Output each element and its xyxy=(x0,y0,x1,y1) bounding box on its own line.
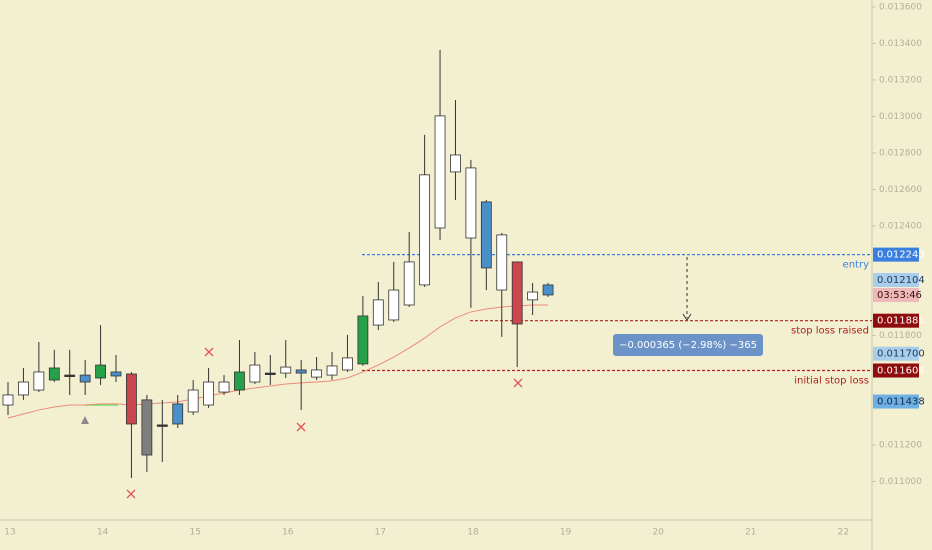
candle-body xyxy=(342,357,353,371)
price-tag-label: 0.012243 xyxy=(877,250,925,261)
x-markers xyxy=(126,347,523,499)
candle-body xyxy=(126,373,137,425)
x-tick-label: 15 xyxy=(189,528,200,538)
y-tick-label: 0.012400 xyxy=(879,221,922,231)
candle-body xyxy=(48,367,60,381)
price-tag xyxy=(873,272,919,287)
candle-body xyxy=(64,374,76,377)
candle-body xyxy=(465,167,477,239)
candle-body xyxy=(218,381,230,393)
level-label: stop loss raised xyxy=(791,326,869,337)
candle-body xyxy=(357,315,369,365)
candle-body xyxy=(434,115,446,229)
candle-body xyxy=(234,371,245,391)
candle-body xyxy=(18,381,29,396)
y-tick-label: 0.011000 xyxy=(879,477,922,487)
x-tick-label: 13 xyxy=(4,528,15,538)
countdown-label: 03:53:46 xyxy=(877,290,922,301)
candle-body xyxy=(95,364,106,379)
candle-body xyxy=(203,381,214,406)
candle-body xyxy=(79,374,91,383)
measure-label: −0.000365 (−2.98%) −365 xyxy=(619,340,757,351)
candle-body xyxy=(141,399,153,456)
candle-body xyxy=(172,403,184,425)
candle-body xyxy=(110,371,122,377)
y-tick-label: 0.013000 xyxy=(879,112,922,122)
price-tag-label: 0.011700 xyxy=(877,349,925,360)
price-tag-label: 0.012104 xyxy=(877,275,925,286)
candle-body xyxy=(264,372,276,375)
price-tag-label: 0.011438 xyxy=(877,397,925,408)
level-label: entry xyxy=(843,260,870,271)
candle-body xyxy=(511,261,523,325)
candle-body xyxy=(480,201,492,269)
x-tick-label: 18 xyxy=(467,528,479,538)
x-tick-label: 19 xyxy=(560,528,572,538)
price-tag xyxy=(873,363,919,378)
price-tag-label: 0.011608 xyxy=(877,366,925,377)
price-tag xyxy=(873,346,919,361)
x-tick-label: 22 xyxy=(838,528,849,538)
level-label: initial stop loss xyxy=(794,376,869,387)
candle-body xyxy=(527,291,539,301)
candle-body xyxy=(187,389,199,413)
candle-body xyxy=(249,364,261,383)
candle-body xyxy=(542,284,554,296)
candle-body xyxy=(295,369,307,374)
candle-body xyxy=(419,174,431,286)
y-tick-label: 0.011800 xyxy=(879,331,922,341)
signal-triangle xyxy=(81,416,89,424)
candle-body xyxy=(372,299,384,326)
price-tag-label: 0.011881 xyxy=(877,316,925,327)
candle-body xyxy=(326,365,338,376)
candle-body xyxy=(403,261,415,306)
x-tick-label: 17 xyxy=(375,528,386,538)
moving-average xyxy=(7,304,549,419)
y-tick-label: 0.013600 xyxy=(879,2,922,12)
candle-body xyxy=(156,424,168,427)
price-tag xyxy=(873,247,919,262)
y-tick-label: 0.012800 xyxy=(879,148,922,158)
x-tick-label: 16 xyxy=(282,528,294,538)
y-tick-label: 0.013200 xyxy=(879,75,922,85)
y-tick-label: 0.013400 xyxy=(879,39,922,49)
candle-body xyxy=(388,289,400,321)
candle-body xyxy=(2,394,14,406)
y-tick-label: 0.011200 xyxy=(879,440,922,450)
price-tag xyxy=(873,394,919,409)
x-tick-label: 20 xyxy=(652,528,664,538)
x-tick-label: 21 xyxy=(745,528,756,538)
candle-body xyxy=(311,369,323,378)
candle-body xyxy=(280,366,292,374)
countdown-tag xyxy=(873,287,919,302)
candle-body xyxy=(496,234,508,291)
x-tick-label: 14 xyxy=(97,528,109,538)
price-tag xyxy=(873,313,919,328)
candle-body xyxy=(33,371,45,391)
candle-body xyxy=(450,154,461,173)
measure-arrowhead xyxy=(682,313,692,321)
measure-box xyxy=(613,334,763,356)
y-tick-label: 0.012600 xyxy=(879,185,922,195)
